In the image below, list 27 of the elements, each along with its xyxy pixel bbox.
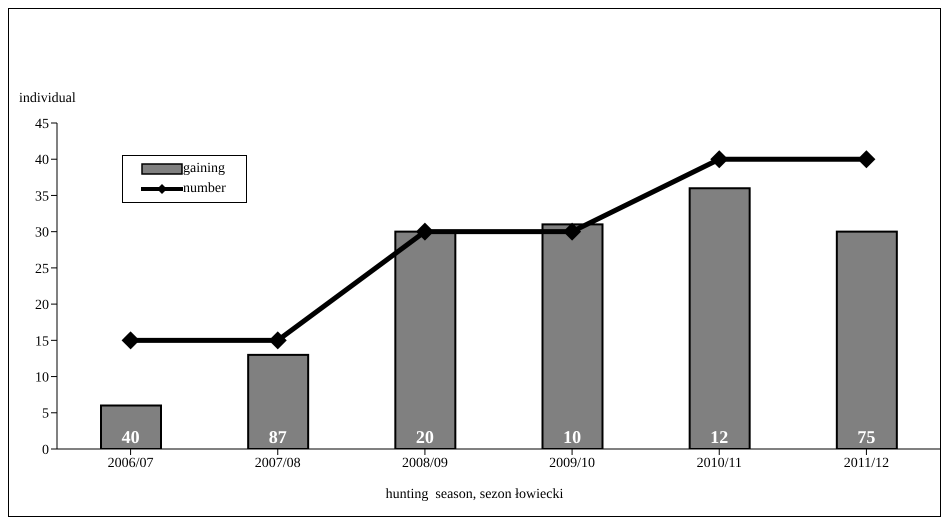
x-tick-label: 2011/12 xyxy=(844,456,890,471)
annotation: 10 xyxy=(563,427,582,447)
x-tick-label: 2006/07 xyxy=(108,456,154,471)
y-tick-label: 30 xyxy=(35,226,49,241)
y-tick-label: 35 xyxy=(35,189,49,204)
annotation: 12 xyxy=(710,427,728,447)
point xyxy=(416,222,434,241)
y-tick-label: 25 xyxy=(35,262,49,277)
y-tick-label: 20 xyxy=(35,298,49,314)
annotation: 40 xyxy=(122,427,140,447)
y-tick-label: 15 xyxy=(35,334,49,350)
annotation: 87 xyxy=(268,427,287,447)
y-tick-label: 40 xyxy=(35,153,49,168)
y-tick-label: 45 xyxy=(35,116,49,132)
x-tick-label: 2008/09 xyxy=(402,456,448,471)
x-tick-label: 2009/10 xyxy=(549,456,596,471)
x-axis-title: hunting season, sezon łowiecki xyxy=(384,487,564,503)
y-tick-label: 0 xyxy=(42,442,49,458)
y-tick-label: 10 xyxy=(35,370,49,386)
y-axis-title: individual xyxy=(19,91,76,107)
x-tick-label: 2010/11 xyxy=(696,456,742,471)
legend-label: gaining xyxy=(183,161,225,176)
annotation: 20 xyxy=(416,427,434,447)
legend-label: number xyxy=(183,181,226,196)
annotation: 75 xyxy=(857,427,876,447)
y-tick-label: 5 xyxy=(42,406,49,422)
x-tick-label: 2007/08 xyxy=(254,456,301,471)
